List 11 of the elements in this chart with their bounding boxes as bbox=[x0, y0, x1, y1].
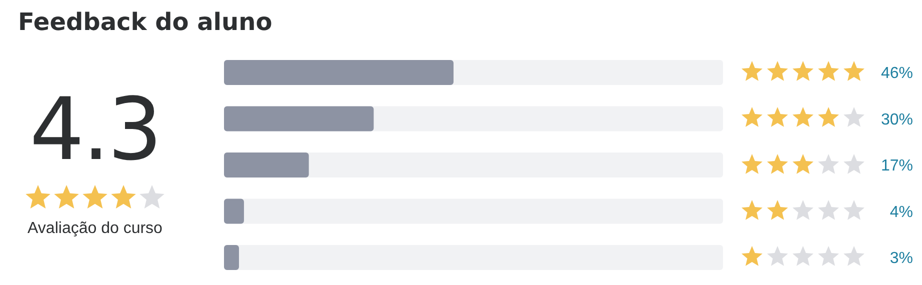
text: Avaliação do curso bbox=[26, 220, 164, 238]
text: 4.3 bbox=[28, 80, 162, 180]
data-label: 46% bbox=[880, 65, 913, 82]
data-label: 30% bbox=[880, 111, 913, 128]
data-label: 3% bbox=[890, 250, 913, 268]
chart-title: Feedback do aluno bbox=[18, 8, 272, 36]
bar bbox=[224, 245, 239, 270]
data-label: 17% bbox=[880, 158, 913, 175]
bar bbox=[224, 198, 244, 224]
data-label: 4% bbox=[890, 204, 913, 221]
bar bbox=[224, 152, 309, 178]
